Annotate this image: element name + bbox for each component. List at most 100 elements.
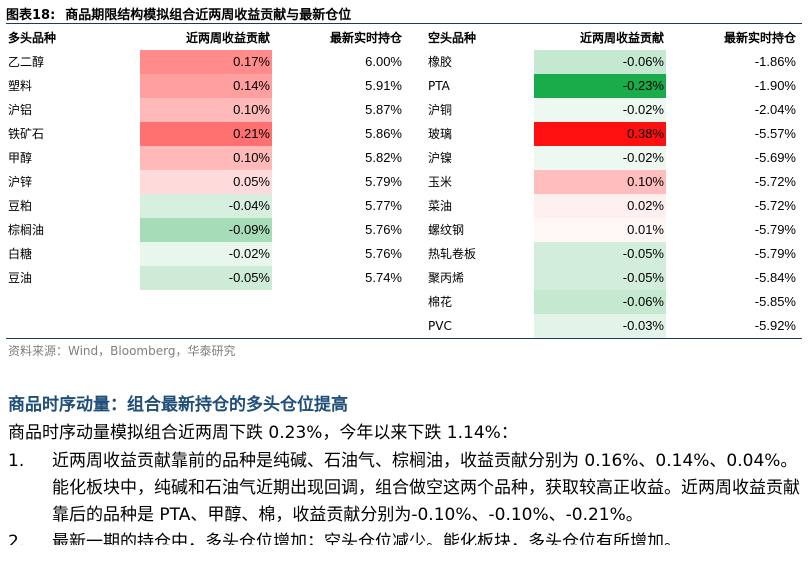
long-position-cell: 5.79% [365, 174, 402, 189]
short-return-cell: 0.10% [534, 170, 666, 194]
long-position-cell: 5.76% [365, 222, 402, 237]
long-return-cell: 0.17% [140, 50, 272, 74]
header-short-position: 最新实时持仓 [723, 31, 796, 45]
long-position-cell: 5.76% [365, 246, 402, 261]
section-title: 商品时序动量：组合最新持仓的多头仓位提高 [8, 395, 348, 415]
short-commodity-name: 热轧卷板 [428, 247, 477, 261]
short-position-cell: -5.72% [754, 198, 796, 213]
header-long-position: 最新实时持仓 [329, 31, 402, 45]
short-commodity-name: 棉花 [428, 295, 453, 309]
short-return-cell: -0.03% [534, 314, 666, 338]
table-row: 棉花 -0.06% -5.85% [6, 290, 802, 314]
short-position-cell: -5.84% [754, 270, 796, 285]
table-body: 乙二醇 0.17% 6.00% 橡胶 -0.06% -1.86% 塑料 0.14% 5.91% P… [6, 50, 802, 338]
short-position-cell: -1.90% [754, 78, 796, 93]
long-position-cell: 5.86% [365, 126, 402, 141]
short-return-cell: -0.05% [534, 242, 666, 266]
table-row: 豆粕 -0.04% 5.77% 菜油 0.02% -5.72% [6, 194, 802, 218]
long-return-cell: -0.04% [140, 194, 272, 218]
short-commodity-name: 玻璃 [428, 127, 453, 141]
long-return-cell: 0.21% [140, 122, 272, 146]
positions-table: 多头品种 近两周收益贡献 最新实时持仓 空头品种 近两周收益贡献 最新实时持仓 … [6, 26, 802, 338]
long-commodity-name: 沪铝 [8, 103, 33, 117]
table-row: PVC -0.03% -5.92% [6, 314, 802, 338]
table-row: 甲醇 0.10% 5.82% 沪镍 -0.02% -5.69% [6, 146, 802, 170]
long-position-cell: 5.77% [365, 198, 402, 213]
source-note: 资料来源：Wind，Bloomberg，华泰研究 [8, 344, 236, 358]
short-commodity-name: 聚丙烯 [428, 271, 465, 285]
long-position-cell: 5.87% [365, 102, 402, 117]
list-item-text: 近两周收益贡献靠前的品种是纯碱、石油气、棕榈油，收益贡献分别为 0.16%、0.… [52, 451, 800, 525]
short-commodity-name: PVC [428, 319, 452, 333]
long-commodity-name: 铁矿石 [8, 127, 45, 141]
long-commodity-name: 豆油 [8, 271, 33, 285]
figure-title-text: 商品期限结构模拟组合近两周收益贡献与最新仓位 [65, 8, 352, 23]
short-return-cell: -0.23% [534, 74, 666, 98]
short-return-cell: -0.02% [534, 98, 666, 122]
table-row: 棕榈油 -0.09% 5.76% 螺纹钢 0.01% -5.79% [6, 218, 802, 242]
long-position-cell: 5.91% [365, 78, 402, 93]
short-commodity-name: 沪铜 [428, 103, 453, 117]
figure-label: 图表18: [6, 8, 56, 23]
long-return-cell: 0.05% [140, 170, 272, 194]
table-row: 塑料 0.14% 5.91% PTA -0.23% -1.90% [6, 74, 802, 98]
long-position-cell: 6.00% [365, 54, 402, 69]
short-return-cell: 0.01% [534, 218, 666, 242]
table-row: 白糖 -0.02% 5.76% 热轧卷板 -0.05% -5.79% [6, 242, 802, 266]
short-return-cell: -0.05% [534, 266, 666, 290]
list-item: 2. 最新一期的持仓中，多头仓位增加；空头仓位减少。能化板块，多头仓位有所增加。 [8, 529, 804, 545]
long-commodity-name: 豆粕 [8, 199, 33, 213]
list-item-number: 2. [8, 532, 25, 545]
short-commodity-name: 螺纹钢 [428, 223, 465, 237]
long-commodity-name: 甲醇 [8, 151, 33, 165]
long-return-cell: -0.02% [140, 242, 272, 266]
long-return-cell: 0.14% [140, 74, 272, 98]
short-return-cell: -0.06% [534, 50, 666, 74]
long-return-cell: 0.10% [140, 146, 272, 170]
table-row: 铁矿石 0.21% 5.86% 玻璃 0.38% -5.57% [6, 122, 802, 146]
header-short-name: 空头品种 [428, 31, 477, 45]
short-commodity-name: 橡胶 [428, 55, 453, 69]
long-position-cell: 5.82% [365, 150, 402, 165]
header-long-name: 多头品种 [8, 31, 57, 45]
long-commodity-name: 塑料 [8, 79, 33, 93]
short-return-cell: -0.02% [534, 146, 666, 170]
short-commodity-name: 玉米 [428, 175, 453, 189]
short-position-cell: -5.72% [754, 174, 796, 189]
long-commodity-name: 棕榈油 [8, 223, 45, 237]
short-return-cell: -0.06% [534, 290, 666, 314]
long-return-cell: -0.05% [140, 266, 272, 290]
short-position-cell: -5.69% [754, 150, 796, 165]
short-commodity-name: 菜油 [428, 199, 453, 213]
long-position-cell: 5.74% [365, 270, 402, 285]
short-commodity-name: 沪镍 [428, 151, 453, 165]
table-bottom-rule [6, 338, 802, 339]
list-item: 1. 近两周收益贡献靠前的品种是纯碱、石油气、棕榈油，收益贡献分别为 0.16%… [8, 448, 804, 529]
long-return-cell: -0.09% [140, 218, 272, 242]
short-position-cell: -1.86% [754, 54, 796, 69]
long-commodity-name: 乙二醇 [8, 55, 45, 69]
header-long-return: 近两周收益贡献 [185, 31, 270, 45]
short-position-cell: -5.85% [754, 294, 796, 309]
long-return-cell: 0.10% [140, 98, 272, 122]
long-commodity-name: 沪锌 [8, 175, 33, 189]
short-return-cell: 0.38% [534, 122, 666, 146]
short-position-cell: -5.92% [754, 318, 796, 333]
short-position-cell: -5.79% [754, 222, 796, 237]
short-position-cell: -5.57% [754, 126, 796, 141]
header-short-return: 近两周收益贡献 [579, 31, 664, 45]
short-position-cell: -5.79% [754, 246, 796, 261]
table-row: 沪锌 0.05% 5.79% 玉米 0.10% -5.72% [6, 170, 802, 194]
intro-paragraph: 商品时序动量模拟组合近两周下跌 0.23%，今年以来下跌 1.14%： [8, 423, 518, 443]
findings-list: 1. 近两周收益贡献靠前的品种是纯碱、石油气、棕榈油，收益贡献分别为 0.16%… [8, 448, 804, 545]
list-item-number: 1. [8, 451, 25, 471]
short-position-cell: -2.04% [754, 102, 796, 117]
table-row: 乙二醇 0.17% 6.00% 橡胶 -0.06% -1.86% [6, 50, 802, 74]
short-commodity-name: PTA [428, 79, 450, 93]
figure-title: 图表18: 商品期限结构模拟组合近两周收益贡献与最新仓位 [6, 4, 802, 24]
table-header: 多头品种 近两周收益贡献 最新实时持仓 空头品种 近两周收益贡献 最新实时持仓 [6, 26, 802, 50]
long-commodity-name: 白糖 [8, 247, 33, 261]
table-row: 沪铝 0.10% 5.87% 沪铜 -0.02% -2.04% [6, 98, 802, 122]
table-row: 豆油 -0.05% 5.74% 聚丙烯 -0.05% -5.84% [6, 266, 802, 290]
short-return-cell: 0.02% [534, 194, 666, 218]
